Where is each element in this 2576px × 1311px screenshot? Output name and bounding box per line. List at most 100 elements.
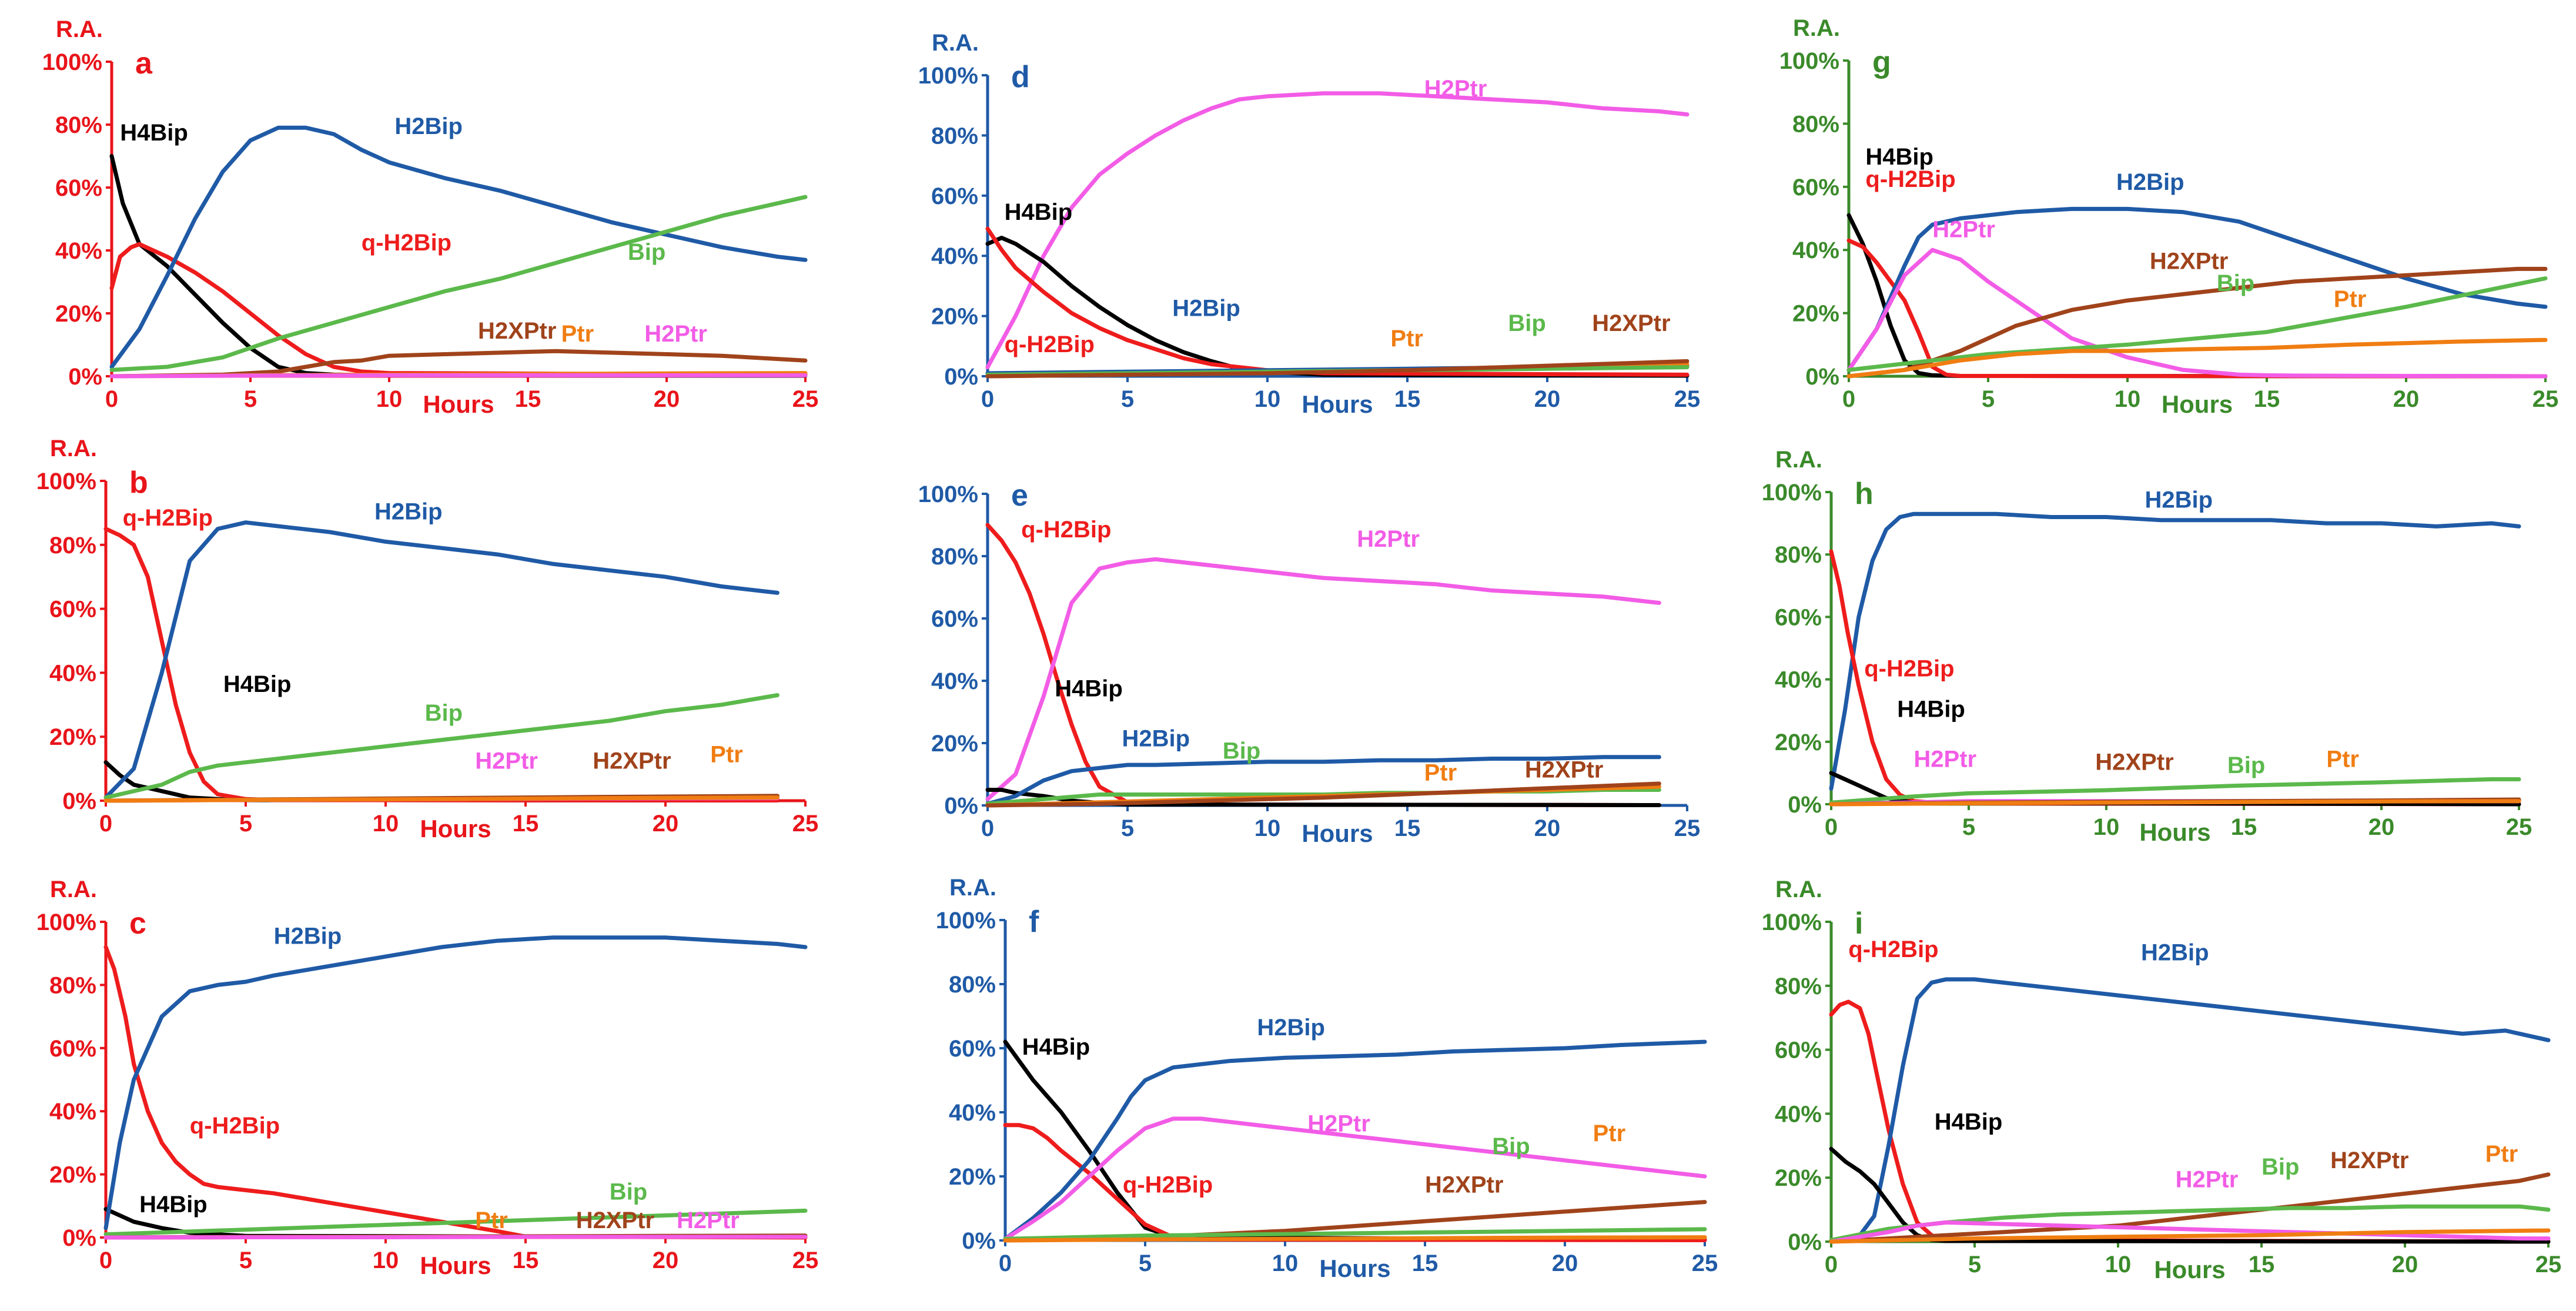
series-line-H2Ptr [1829, 1220, 2551, 1244]
panel-letter: b [129, 466, 148, 500]
x-tick-label: 10 [1254, 386, 1281, 412]
x-tick-label: 0 [99, 1248, 112, 1273]
x-tick-label: 20 [2393, 386, 2420, 412]
x-tick-label: 25 [1674, 386, 1701, 412]
x-tick-label: 0 [999, 1250, 1012, 1276]
x-tick-label: 0 [1825, 1252, 1838, 1277]
panel-letter: f [1029, 905, 1039, 939]
y-tick-label: 60% [931, 183, 978, 209]
y-tick-label: 100% [1779, 48, 1839, 74]
series-line-H2Bip [109, 125, 808, 369]
y-tick-label: 100% [42, 49, 102, 75]
x-tick-label: 10 [373, 1248, 399, 1273]
x-tick-label: 10 [2115, 386, 2141, 412]
x-tick-label: 0 [981, 815, 994, 841]
series-label-Ptr: Ptr [1424, 760, 1457, 786]
x-tick-label: 0 [99, 811, 112, 837]
y-tick-label: 100% [36, 469, 96, 494]
series-line-Ptr [1829, 1228, 2551, 1244]
series-label-Ptr: Ptr [475, 1208, 508, 1233]
series-line-Bip [109, 195, 808, 372]
series-label-H4Bip: H4Bip [1897, 696, 1965, 722]
series-label-H2Bip: H2Bip [2141, 939, 2209, 965]
x-tick-label: 5 [1121, 386, 1134, 412]
y-tick-label: 100% [1762, 480, 1822, 506]
series-line-Ptr [1003, 1235, 1707, 1243]
series-label-q-H2Bip: q-H2Bip [190, 1113, 280, 1139]
series-label-H2Ptr: H2Ptr [1424, 76, 1487, 102]
x-tick-label: 5 [239, 1248, 252, 1273]
series-line-H2XPtr [985, 781, 1661, 808]
y-tick-label: 60% [1792, 175, 1839, 200]
series-line-H2Ptr [1003, 1116, 1707, 1241]
series-label-H4Bip: H4Bip [1022, 1034, 1090, 1060]
series-label-H2Bip: H2Bip [2145, 487, 2213, 513]
series-label-H2XPtr: H2XPtr [478, 318, 556, 344]
panel-g: 0% 20% 40% 60% 80% 100% 0 5 10 15 20 25 Hours R.A. g H4… [1779, 15, 2559, 418]
y-tick-label: 80% [55, 112, 102, 138]
y-tick-label: 40% [49, 1099, 96, 1125]
x-tick-label: 15 [1394, 386, 1421, 412]
series-line-H2Bip [103, 935, 808, 1230]
x-tick-label: 5 [1968, 1252, 1981, 1277]
y-tick-label: 0% [944, 793, 978, 819]
y-tick-label: 80% [931, 544, 978, 570]
series-line-q-H2Bip [109, 242, 808, 377]
series-label-q-H2Bip: q-H2Bip [362, 230, 451, 256]
series-label-Ptr: Ptr [561, 321, 594, 347]
series-label-H2Ptr: H2Ptr [1307, 1111, 1370, 1137]
y-tick-label: 40% [1792, 238, 1839, 263]
panel-a: 0% 20% 40% 60% 80% 100% 0 5 10 15 20 25 Hours R.A. a H4… [42, 16, 819, 418]
series-line-H2Bip [985, 755, 1661, 806]
series-label-H4Bip: H4Bip [1005, 199, 1073, 225]
y-tick-label: 0% [1805, 364, 1839, 390]
series-label-H4Bip: H4Bip [139, 1192, 208, 1218]
series-label-H2Ptr: H2Ptr [644, 321, 707, 347]
series-line-H2Bip [1846, 206, 2548, 372]
x-tick-label: 20 [653, 811, 679, 837]
axis-title: R.A. [949, 875, 996, 901]
series-label-Bip: Bip [610, 1179, 647, 1205]
x-tick-label: 5 [1982, 386, 1995, 412]
series-line-H2XPtr [109, 349, 808, 379]
series-label-H2Bip: H2Bip [374, 499, 443, 524]
y-tick-label: 40% [949, 1100, 996, 1126]
series-line-Bip [103, 1208, 808, 1237]
series-label-H2Ptr: H2Ptr [475, 748, 538, 774]
series-line-H2Ptr [103, 1235, 808, 1240]
x-tick-label: 0 [105, 386, 118, 412]
y-tick-label: 20% [931, 304, 978, 330]
series-label-H2XPtr: H2XPtr [2150, 248, 2228, 274]
series-label-H2Ptr: H2Ptr [2176, 1167, 2239, 1193]
y-tick-label: 80% [1775, 542, 1822, 568]
series-line-H2XPtr [985, 359, 1690, 379]
series-label-Bip: Bip [1508, 310, 1545, 336]
panel-letter: g [1872, 45, 1891, 79]
series-line-Bip [1829, 777, 2521, 805]
x-axis-label: Hours [1319, 1255, 1390, 1282]
y-tick-label: 100% [36, 909, 96, 935]
axis-title: R.A. [1775, 447, 1822, 473]
series-label-Ptr: Ptr [1593, 1121, 1626, 1146]
x-tick-label: 25 [792, 811, 819, 837]
series-label-H2Ptr: H2Ptr [677, 1208, 740, 1233]
series-line-Bip [103, 693, 780, 800]
series-line-H2Ptr [985, 91, 1690, 370]
x-tick-label: 15 [2249, 1252, 2275, 1277]
series-line-H2Bip [1829, 511, 2521, 791]
series-label-H4Bip: H4Bip [1055, 676, 1123, 702]
series-line-H2Bip [1003, 1039, 1707, 1241]
panel-letter: i [1855, 907, 1863, 941]
series-label-Ptr: Ptr [2485, 1141, 2518, 1167]
series-label-H2XPtr: H2XPtr [2095, 750, 2173, 775]
y-tick-label: 20% [49, 1162, 96, 1188]
x-tick-label: 15 [513, 1248, 539, 1273]
x-tick-label: 25 [2535, 1252, 2562, 1277]
x-axis-label: Hours [2154, 1256, 2225, 1283]
series-label-H2Ptr: H2Ptr [1357, 526, 1420, 552]
series-label-q-H2Bip: q-H2Bip [1848, 937, 1938, 962]
y-tick-label: 100% [918, 63, 978, 89]
y-tick-label: 80% [1792, 111, 1839, 137]
series-label-Bip: Bip [2261, 1154, 2299, 1180]
series-label-H2Ptr: H2Ptr [1932, 217, 1995, 243]
